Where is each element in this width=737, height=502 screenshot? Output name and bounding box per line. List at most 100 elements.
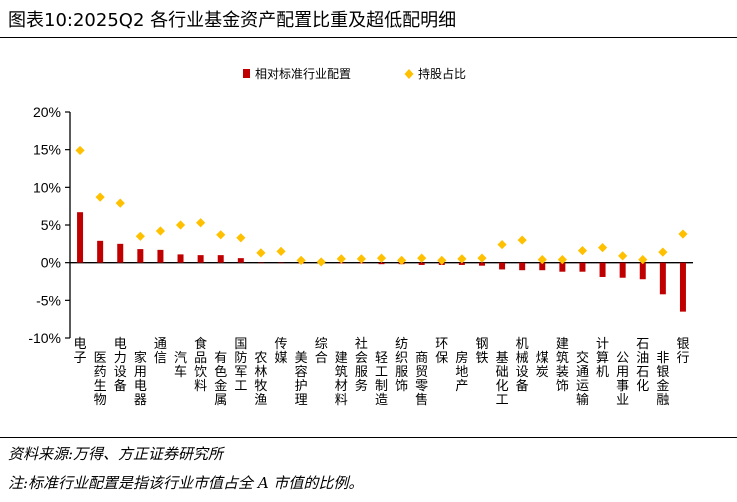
dot-公用事业 <box>618 251 628 261</box>
bar-家用电器 <box>137 249 144 263</box>
dot-综合 <box>316 257 326 267</box>
y-tick-label: 0% <box>41 255 61 271</box>
legend-label-dot: 持股占比 <box>418 66 466 81</box>
page-title: 图表10:2025Q2 各行业基金资产配置比重及超低配明细 <box>8 10 457 31</box>
x-tick-label: 食品饮料 <box>194 336 207 394</box>
dot-通信 <box>155 226 166 236</box>
bar-建筑装饰 <box>559 262 566 272</box>
x-tick-label: 房地产 <box>455 350 468 394</box>
x-tick-label: 机械设备 <box>516 337 529 394</box>
bar-series <box>77 212 686 312</box>
bar-钢铁 <box>478 262 485 266</box>
chart-canvas: 相对标准行业配置 持股占比 20% 15% 10% 5% 0% -5% -10% 电子 医药生物… <box>28 66 693 408</box>
bar-食品饮料 <box>197 255 204 263</box>
y-tick-label: -10% <box>28 330 61 346</box>
dot-商贸零售 <box>417 253 427 263</box>
dot-有色金属 <box>216 230 226 240</box>
bar-医药生物 <box>97 240 104 263</box>
bar-有色金属 <box>217 255 224 263</box>
bar-轻工制造 <box>378 262 385 265</box>
bar-传媒 <box>278 262 285 264</box>
x-tick-label: 煤炭 <box>536 351 549 380</box>
x-tick-label: 家用电器 <box>134 350 147 408</box>
bar-计算机 <box>599 262 606 277</box>
dot-非银金融 <box>658 247 668 257</box>
dot-钢铁 <box>477 253 487 263</box>
y-tick-label: 20% <box>33 104 61 120</box>
x-tick-label: 纺织服饰 <box>395 337 408 394</box>
dot-计算机 <box>597 243 608 253</box>
bar-石油石化 <box>639 262 646 280</box>
bar-机械设备 <box>519 262 526 271</box>
x-tick-label: 钢铁 <box>475 337 488 366</box>
x-tick-label: 商贸零售 <box>415 351 428 408</box>
legend-label-bar: 相对标准行业配置 <box>255 67 351 81</box>
dot-纺织服饰 <box>396 255 407 266</box>
dot-汽车 <box>175 220 186 230</box>
dot-series <box>75 145 688 267</box>
footer-divider <box>0 437 737 438</box>
x-tick-label: 美容护理 <box>295 351 308 408</box>
bar-公用事业 <box>619 262 626 278</box>
bar-房地产 <box>458 262 465 265</box>
x-tick-label: 公用事业 <box>616 351 629 408</box>
dot-食品饮料 <box>196 218 206 228</box>
bar-电子 <box>77 212 84 263</box>
x-tick-label: 环保 <box>435 337 448 366</box>
dot-医药生物 <box>95 192 105 202</box>
y-tick-label: 10% <box>33 179 61 195</box>
x-tick-label: 通信 <box>154 337 167 366</box>
y-tick-label: -5% <box>36 292 61 308</box>
dot-环保 <box>437 255 447 266</box>
legend: 相对标准行业配置 持股占比 <box>243 66 466 81</box>
x-tick-label: 社会服务 <box>355 336 368 394</box>
x-tick-label: 汽车 <box>174 351 187 380</box>
dot-农林牧渔 <box>256 248 266 258</box>
footnote: 注:标准行业配置是指该行业市值占全 A 市值的比例。 <box>8 474 364 492</box>
bar-国防军工 <box>237 258 244 263</box>
legend-dot-swatch <box>404 69 414 79</box>
x-tick-label: 银行 <box>676 337 689 366</box>
chart-axes: 20% 15% 10% 5% 0% -5% -10% <box>28 104 693 346</box>
title-divider <box>0 37 737 38</box>
bar-煤炭 <box>539 262 546 271</box>
x-tick-label: 农林牧渔 <box>254 351 267 408</box>
dot-机械设备 <box>517 235 527 245</box>
x-tick-label: 综合 <box>315 337 328 366</box>
x-tick-label: 建筑材料 <box>335 351 348 408</box>
bar-汽车 <box>177 254 184 263</box>
y-tick-label: 15% <box>33 142 61 158</box>
bar-基础化工 <box>499 262 506 270</box>
y-tick-label: 5% <box>41 217 61 233</box>
x-tick-label: 医药生物 <box>94 351 107 408</box>
bar-电力设备 <box>117 243 124 263</box>
x-tick-label: 电力设备 <box>114 337 127 394</box>
x-tick-label: 建筑装饰 <box>556 337 569 394</box>
bar-农林牧渔 <box>257 262 264 264</box>
bar-商贸零售 <box>418 262 425 265</box>
x-tick-label: 电子 <box>74 337 87 366</box>
dot-轻工制造 <box>376 253 387 263</box>
dot-建筑材料 <box>336 254 346 264</box>
dot-家用电器 <box>135 231 145 241</box>
dot-电力设备 <box>115 198 125 208</box>
source-note: 资料来源:万得、方正证券研究所 <box>8 445 224 463</box>
dot-社会服务 <box>356 254 367 264</box>
bar-银行 <box>679 262 686 312</box>
dot-银行 <box>678 229 688 239</box>
x-tick-label: 轻工制造 <box>375 351 388 408</box>
x-tick-label: 石油石化 <box>636 337 649 394</box>
x-tick-label: 传媒 <box>275 337 288 366</box>
x-tick-label: 国防军工 <box>234 337 247 394</box>
dot-美容护理 <box>296 255 306 266</box>
bar-非银金融 <box>659 262 666 295</box>
dot-电子 <box>75 145 85 156</box>
x-tick-label: 基础化工 <box>496 351 509 408</box>
bar-通信 <box>157 249 164 263</box>
x-tick-label: 非银金融 <box>656 351 669 408</box>
dot-基础化工 <box>497 239 507 250</box>
x-tick-label: 交通运输 <box>576 350 589 408</box>
dot-交通运输 <box>577 246 588 256</box>
legend-bar-swatch <box>243 69 250 78</box>
